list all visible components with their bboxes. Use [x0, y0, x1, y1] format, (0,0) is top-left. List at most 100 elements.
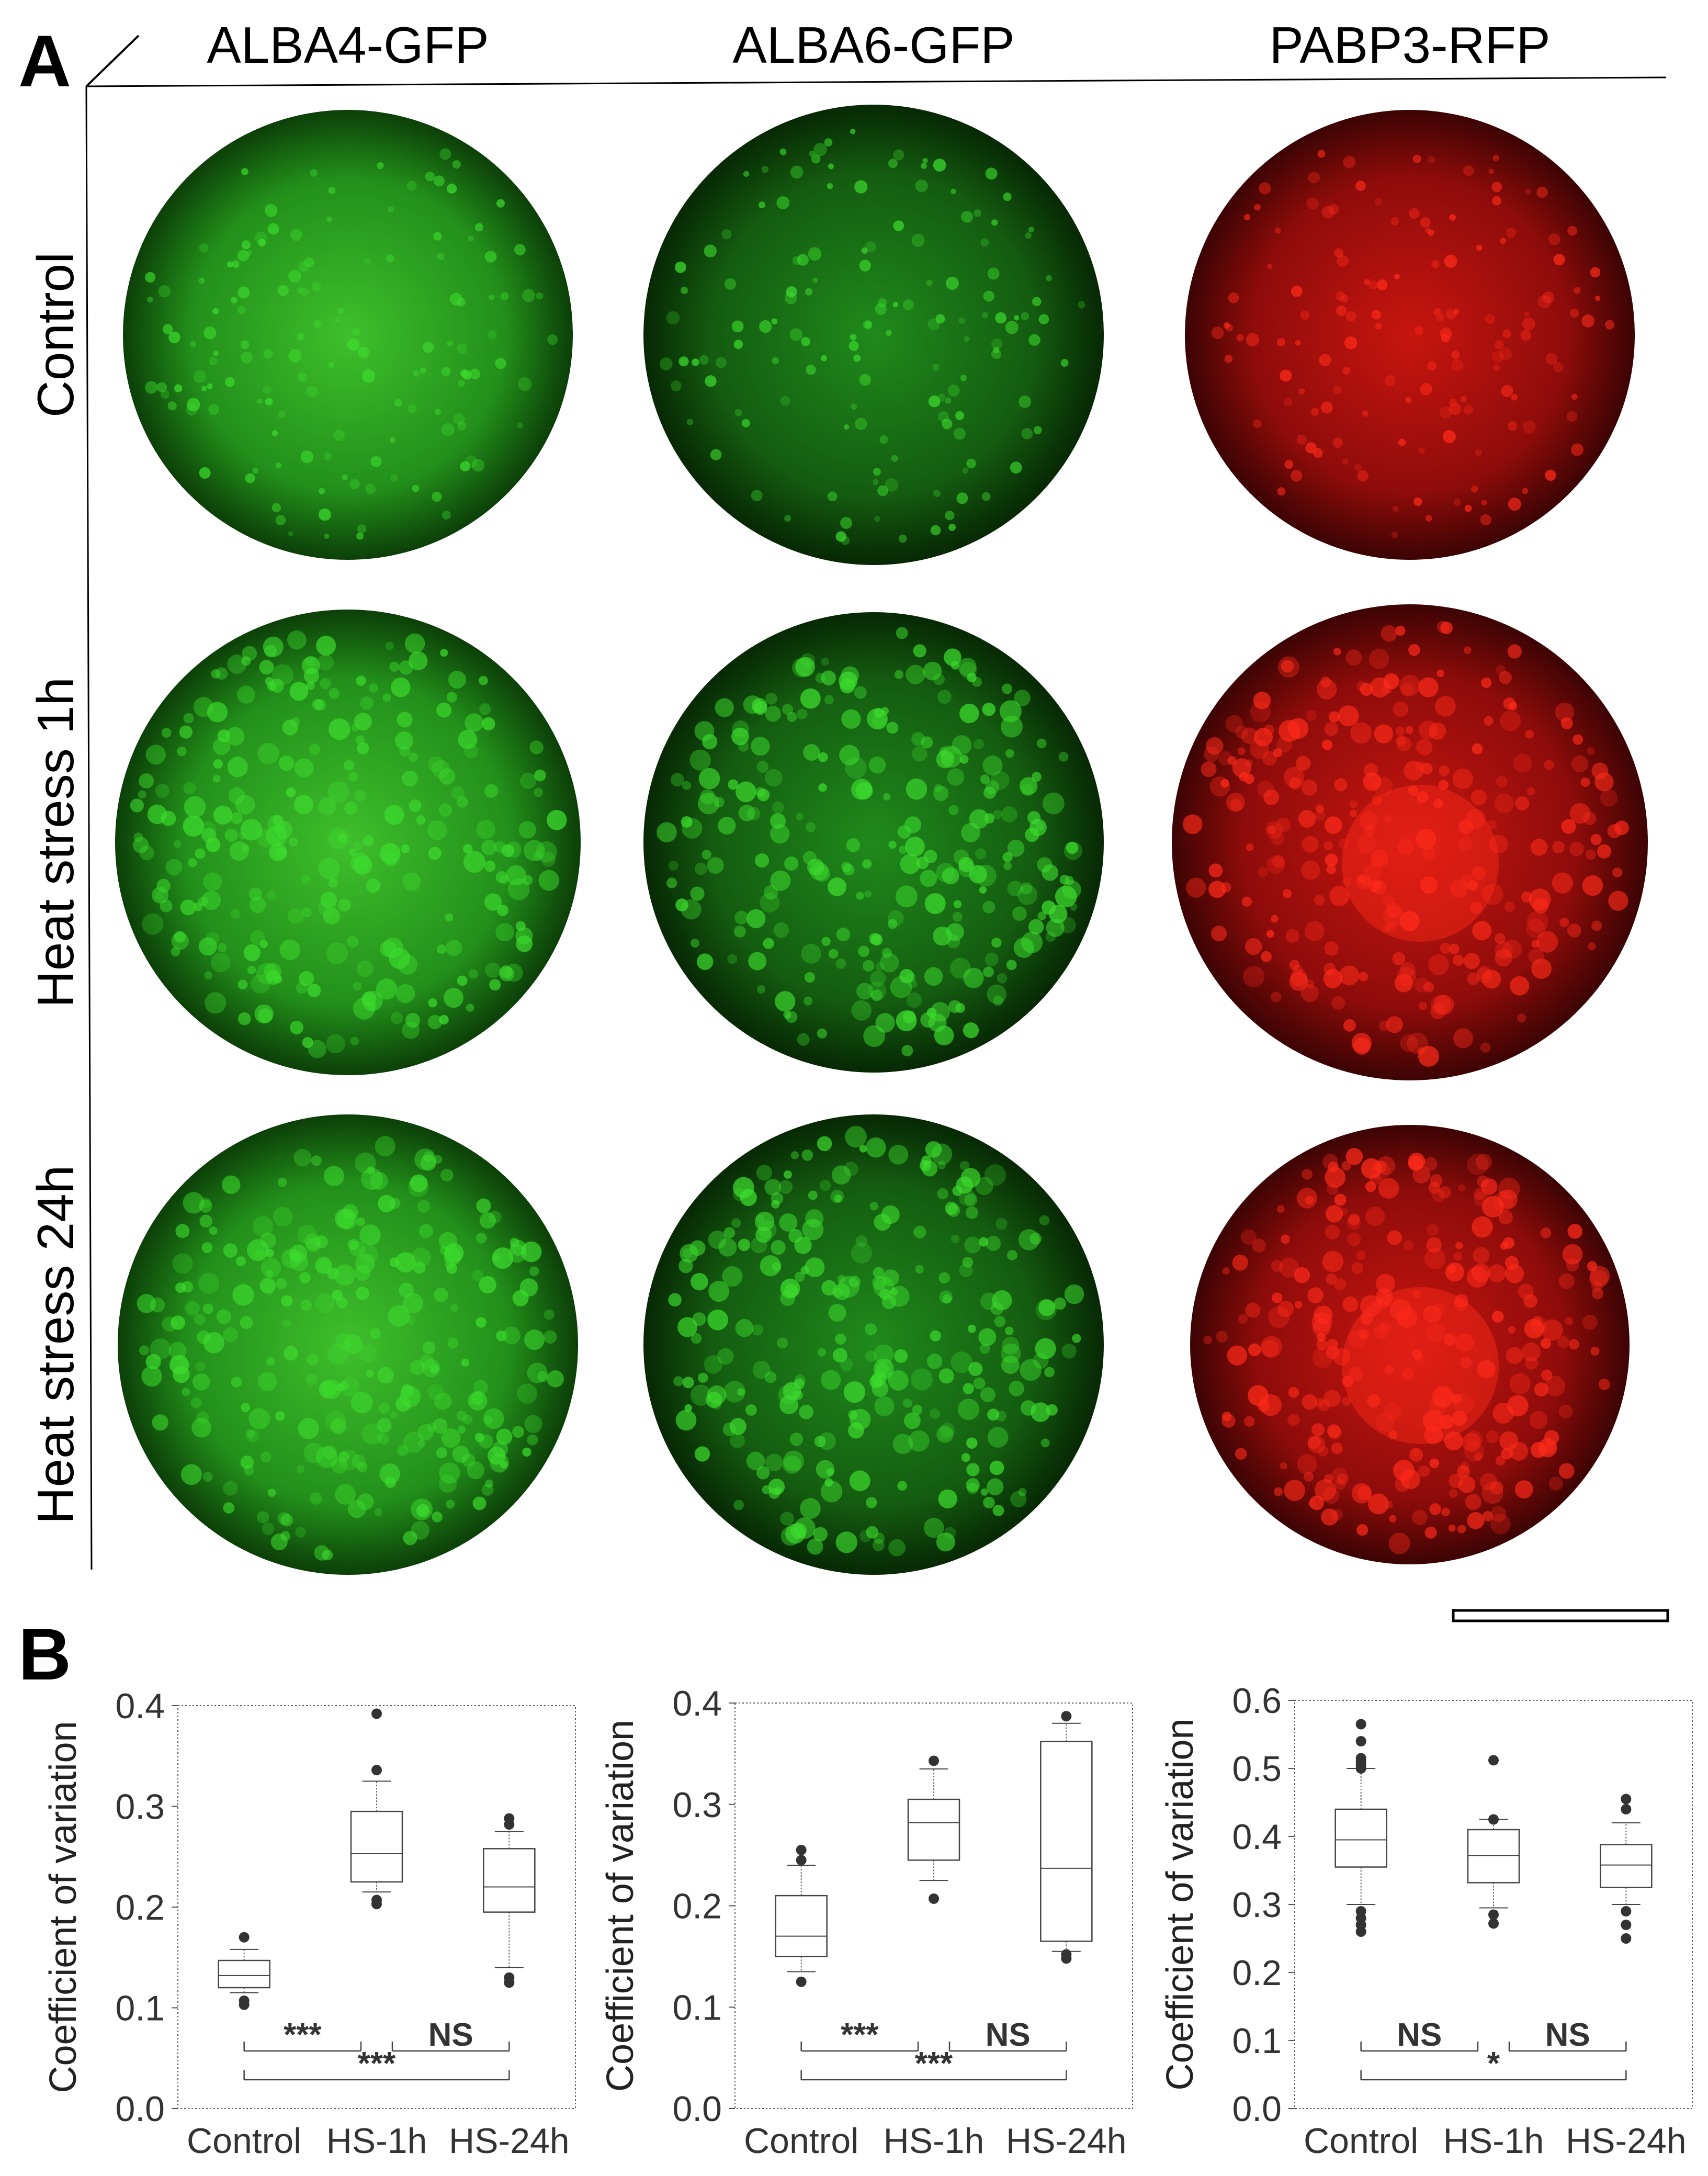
iqr-box	[1467, 1829, 1520, 1884]
box	[1600, 1794, 1653, 1944]
significance-label: NS	[986, 2017, 1031, 2053]
x-tick-label: Control	[187, 2121, 301, 2161]
outlier-point	[929, 1893, 939, 1904]
y-tick-label: 0.0	[672, 2089, 722, 2129]
iqr-box	[483, 1848, 536, 1913]
micrograph-cell	[118, 1114, 578, 1575]
outlier-point	[1061, 1711, 1072, 1722]
outlier-point	[1488, 1755, 1499, 1766]
x-tick-label: HS-1h	[326, 2121, 427, 2161]
y-axis-label: Coefficient of variation	[600, 1720, 641, 2092]
y-tick-label: 0.2	[1232, 1953, 1282, 1993]
y-tick-label: 0.0	[1232, 2089, 1282, 2129]
y-tick-label: 0.4	[115, 1686, 165, 1726]
x-tick-label: Control	[744, 2121, 858, 2161]
micrograph-cell	[123, 110, 573, 560]
outlier-point	[504, 1813, 515, 1824]
outlier-point	[796, 1976, 807, 1987]
boxplot-charts: 0.0 0.1 0.2 0.3 0.4 Coefficient of variation C…	[42, 1681, 1693, 2161]
y-tick-label: 0.3	[672, 1785, 722, 1825]
significance-label: ***	[358, 2046, 396, 2082]
y-tick-label: 0.5	[1232, 1749, 1282, 1789]
corner-diagonal	[85, 35, 140, 87]
row-rule	[85, 86, 93, 1570]
iqr-box	[350, 1810, 403, 1883]
significance-label: NS	[428, 2017, 473, 2053]
y-tick-label: 0.1	[1232, 2021, 1282, 2061]
box	[483, 1813, 536, 1988]
y-axis-label: Coefficient of variation	[1159, 1718, 1201, 2090]
micrograph-cell	[643, 105, 1104, 565]
micrograph-cell	[1185, 110, 1635, 560]
x-tick-label: HS-1h	[884, 2121, 985, 2161]
x-tick-label: HS-24h	[1566, 2121, 1687, 2161]
scale-bar	[1452, 1609, 1669, 1622]
significance-bracket: NS	[1360, 2017, 1479, 2053]
significance-bracket: NS	[1508, 2017, 1627, 2053]
y-tick-label: 0.2	[672, 1887, 722, 1926]
micrograph-cell	[1190, 1125, 1630, 1564]
outlier-point	[504, 1972, 515, 1983]
outlier-point	[1621, 1933, 1632, 1944]
column-title-alba6: ALBA6-GFP	[732, 16, 1014, 74]
y-tick-label: 0.0	[115, 2089, 165, 2129]
outlier-point	[1488, 1909, 1499, 1920]
outlier-point	[1061, 1949, 1072, 1960]
box	[907, 1755, 960, 1904]
iqr-box	[218, 1959, 270, 1989]
column-title-alba4: ALBA4-GFP	[207, 16, 489, 74]
x-tick-label: HS-1h	[1443, 2121, 1544, 2161]
row-title-hs24h: Heat stress 24h	[27, 1165, 84, 1524]
significance-bracket: NS	[391, 2017, 510, 2053]
boxplot-chart: 0.0 0.1 0.2 0.3 0.4 0.5 0.6 Coefficient of vari…	[1159, 1681, 1693, 2161]
significance-bracket: ***	[800, 2046, 1067, 2082]
micrograph-cell	[643, 612, 1104, 1073]
box	[1040, 1711, 1093, 1964]
box	[218, 1932, 270, 2010]
y-tick-label: 0.4	[672, 1684, 722, 1723]
iqr-box	[775, 1895, 828, 1957]
outlier-point	[239, 1995, 250, 2006]
y-tick-label: 0.1	[115, 1989, 165, 2028]
significance-label: NS	[1397, 2017, 1442, 2053]
panel-b-letter: B	[18, 1613, 71, 1695]
x-tick-label: Control	[1304, 2121, 1418, 2161]
significance-label: ***	[841, 2017, 879, 2053]
x-tick-label: HS-24h	[449, 2121, 570, 2161]
y-tick-label: 0.6	[1232, 1681, 1282, 1721]
outlier-point	[1621, 1794, 1632, 1805]
y-tick-label: 0.3	[115, 1787, 165, 1827]
outlier-point	[1355, 1719, 1366, 1730]
y-tick-label: 0.4	[1232, 1817, 1282, 1857]
significance-bracket: NS	[948, 2017, 1067, 2053]
micrograph-grid	[115, 105, 1648, 1575]
micrograph-cell	[115, 610, 581, 1075]
y-axis-label: Coefficient of variation	[42, 1721, 84, 2093]
box	[350, 1708, 403, 1910]
outlier-point	[1355, 1753, 1366, 1764]
outlier-point	[1488, 1918, 1499, 1929]
iqr-box	[1334, 1808, 1387, 1868]
micrograph-cell	[1172, 604, 1648, 1080]
row-title-control: Control	[27, 252, 84, 418]
micrograph-cell	[643, 1114, 1104, 1575]
significance-label: ***	[915, 2046, 953, 2082]
outlier-point	[371, 1708, 382, 1719]
outlier-point	[371, 1895, 382, 1906]
outlier-point	[1355, 1736, 1366, 1746]
significance-bracket: ***	[243, 2017, 362, 2053]
box	[775, 1844, 828, 1987]
panel-a-letter: A	[18, 20, 71, 102]
significance-bracket: ***	[243, 2046, 510, 2082]
outlier-point	[1355, 1906, 1366, 1916]
significance-label: ***	[284, 2017, 322, 2053]
header-rule	[86, 76, 1667, 87]
outlier-point	[1621, 1906, 1632, 1916]
iqr-box	[1040, 1741, 1093, 1942]
y-tick-label: 0.1	[672, 1988, 722, 2027]
iqr-box	[907, 1798, 960, 1861]
outlier-point	[239, 1932, 250, 1943]
box	[1467, 1755, 1520, 1929]
significance-bracket: *	[1360, 2046, 1627, 2082]
